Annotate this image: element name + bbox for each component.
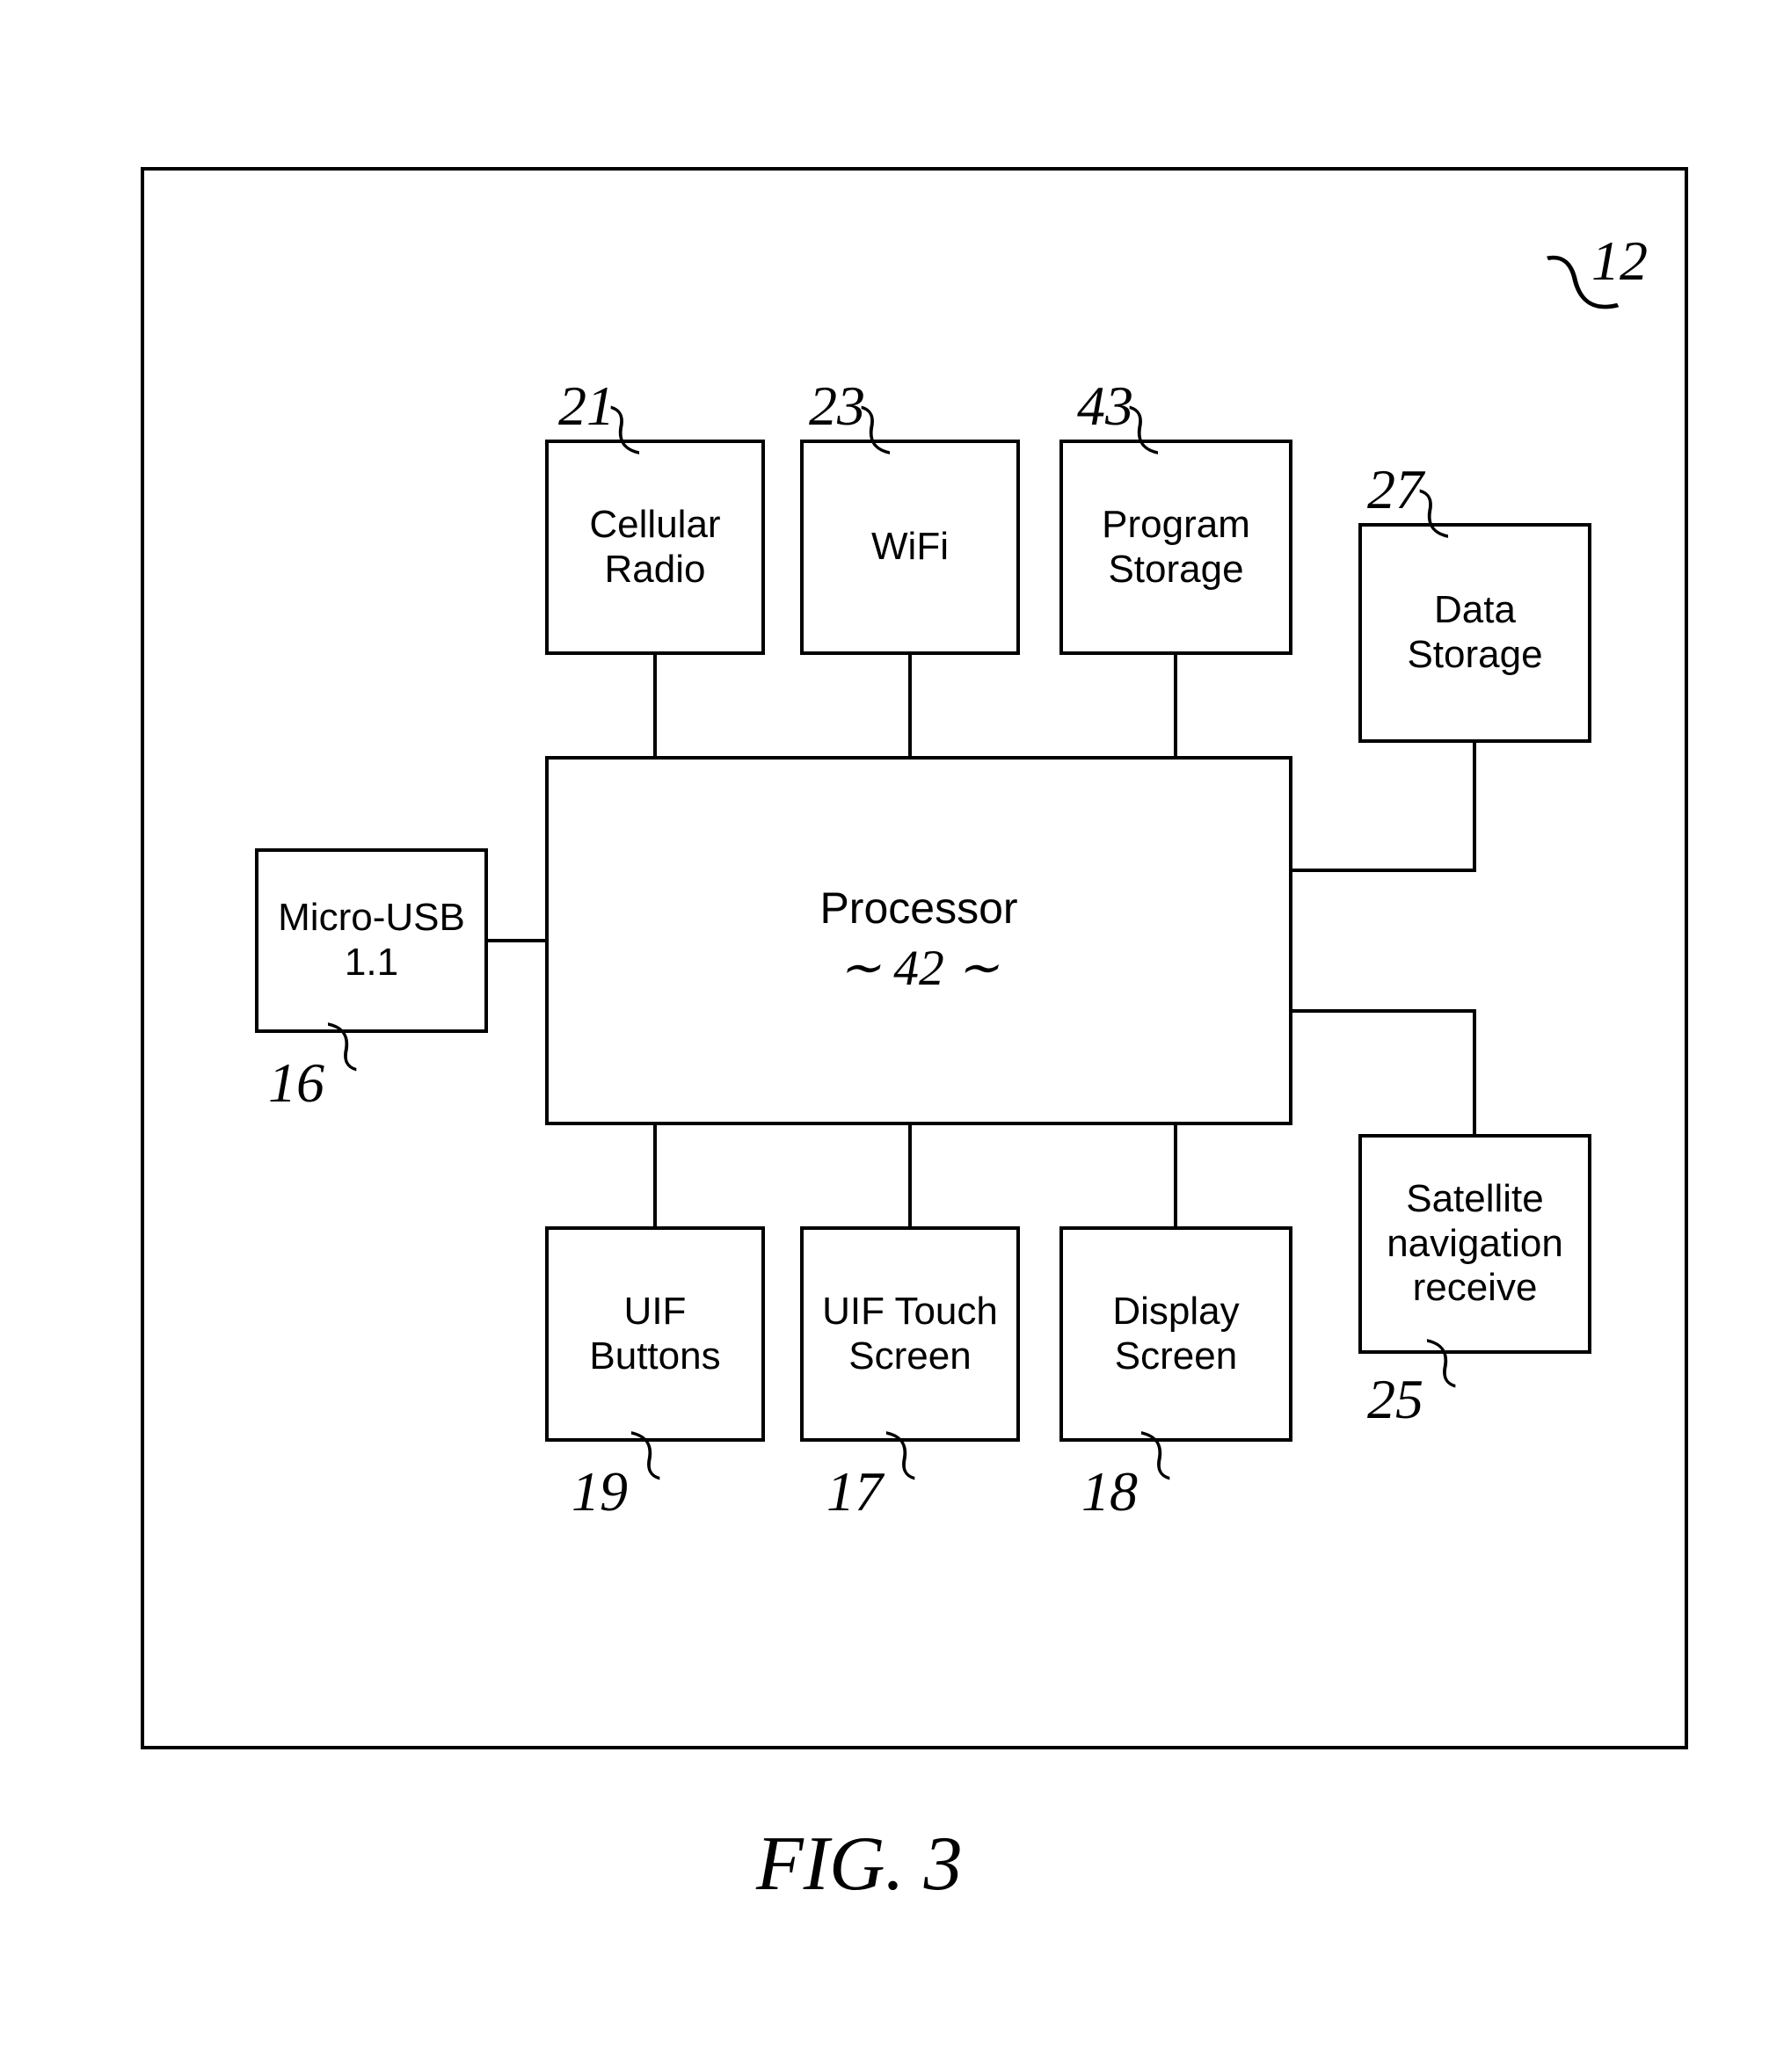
edge-datastore-processor-seg0: [1473, 743, 1476, 872]
edge-cellular-processor-seg0: [653, 655, 657, 758]
block-text: WiFi: [871, 525, 949, 570]
block-text: Radio: [605, 548, 706, 593]
edge-uiftouch-processor-seg0: [908, 1125, 912, 1228]
edge-uifbuttons-processor-seg0: [653, 1125, 657, 1228]
block-text: Buttons: [589, 1334, 720, 1379]
edge-wifi-processor-seg0: [908, 655, 912, 758]
block-text: Program: [1102, 503, 1250, 548]
edge-display-processor-seg0: [1174, 1125, 1177, 1228]
block-text: Cellular: [589, 503, 720, 548]
edge-satnav-processor-seg0: [1473, 1011, 1476, 1136]
block-text: navigation: [1387, 1222, 1563, 1267]
diagram-canvas: 12 Processor∼ 42 ∼Micro-USB1.116Cellular…: [0, 0, 1791, 2072]
block-processor: Processor ∼ 42 ∼: [545, 756, 1292, 1125]
block-text: Satellite: [1406, 1177, 1544, 1222]
block-text: receive: [1413, 1266, 1538, 1311]
block-text: UIF Touch: [822, 1290, 998, 1334]
edge-progstore-processor-seg0: [1174, 655, 1177, 758]
block-text: Screen: [1115, 1334, 1237, 1379]
block-subref: ∼ 42 ∼: [839, 940, 1000, 998]
block-text: Screen: [848, 1334, 971, 1379]
block-cellular: CellularRadio: [545, 440, 765, 655]
block-text: Processor: [819, 883, 1017, 934]
edge-microusb-processor-seg0: [488, 939, 547, 942]
block-text: Storage: [1407, 633, 1542, 678]
block-text: Micro-USB: [278, 896, 465, 941]
edge-datastore-processor-seg1: [1292, 869, 1476, 872]
block-text: Data: [1434, 588, 1516, 633]
block-display: DisplayScreen: [1059, 1226, 1292, 1442]
block-microusb: Micro-USB1.1: [255, 848, 488, 1033]
block-wifi: WiFi: [800, 440, 1020, 655]
block-satnav: Satellitenavigationreceive: [1358, 1134, 1591, 1354]
edge-satnav-processor-seg1: [1292, 1009, 1476, 1013]
block-datastore: DataStorage: [1358, 523, 1591, 743]
block-text: Display: [1112, 1290, 1239, 1334]
figure-caption: FIG. 3: [756, 1820, 963, 1908]
block-text: UIF: [624, 1290, 687, 1334]
block-uifbuttons: UIFButtons: [545, 1226, 765, 1442]
block-progstore: ProgramStorage: [1059, 440, 1292, 655]
block-text: 1.1: [345, 941, 398, 985]
block-text: Storage: [1108, 548, 1243, 593]
block-uiftouch: UIF TouchScreen: [800, 1226, 1020, 1442]
